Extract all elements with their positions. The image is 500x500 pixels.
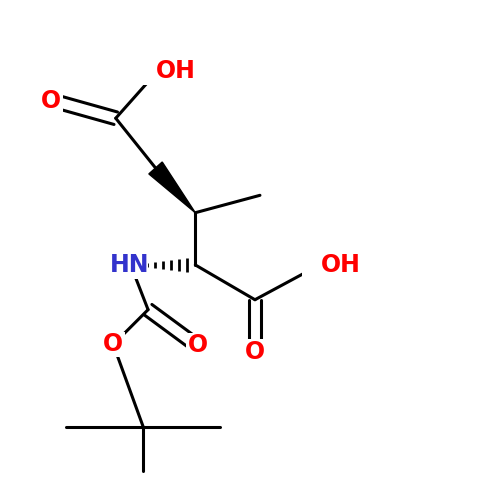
Bar	[102, 332, 125, 357]
Bar	[111, 251, 148, 278]
Polygon shape	[149, 162, 196, 212]
Text: OH: OH	[156, 59, 196, 83]
Bar	[137, 58, 179, 84]
Text: OH: OH	[320, 253, 360, 277]
Text: O: O	[245, 340, 265, 364]
Bar	[39, 88, 63, 114]
Text: O: O	[188, 334, 208, 357]
Text: O: O	[41, 89, 61, 113]
Text: HN: HN	[110, 253, 150, 277]
Text: O: O	[103, 332, 124, 356]
Bar	[302, 251, 344, 278]
Bar	[186, 332, 210, 358]
Bar	[243, 339, 267, 365]
